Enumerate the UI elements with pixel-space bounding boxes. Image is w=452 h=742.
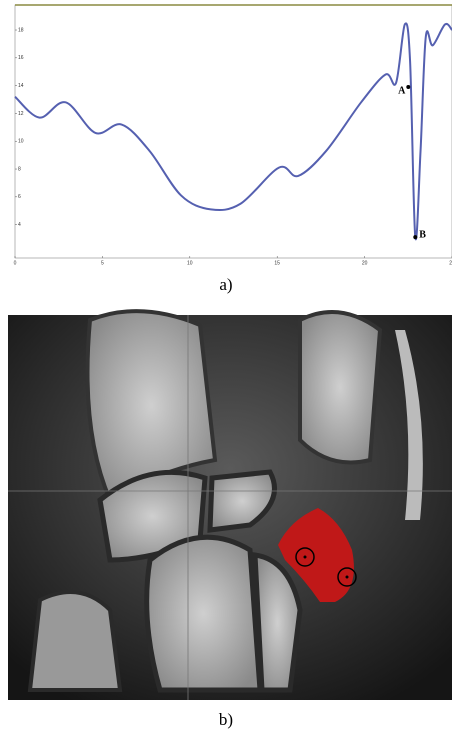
y-tick-label: 18 xyxy=(18,27,24,33)
marker-dot xyxy=(345,575,349,579)
caption-b: b) xyxy=(219,710,233,729)
bone xyxy=(298,310,383,465)
y-tick-label: 12 xyxy=(18,111,24,117)
x-tick-label: 0 xyxy=(14,260,17,266)
caption-a: a) xyxy=(219,275,232,294)
bone xyxy=(97,469,208,563)
soft-tissue xyxy=(395,330,423,520)
marker-dot xyxy=(303,555,307,559)
x-tick-label: 5 xyxy=(101,260,104,266)
annotation-point xyxy=(413,235,418,240)
y-tick-label: 6 xyxy=(18,194,21,200)
marker-circle xyxy=(337,567,357,587)
y-tick-label: 16 xyxy=(18,55,24,61)
x-tick-label: 25 xyxy=(449,260,452,266)
y-tick-label: 8 xyxy=(18,166,21,172)
bone xyxy=(252,552,303,693)
plot-frame xyxy=(14,4,452,259)
marker-circle xyxy=(295,547,315,567)
x-tick-label: 20 xyxy=(362,260,368,266)
annotation-label: A xyxy=(398,85,406,96)
annotation-point xyxy=(406,85,411,90)
x-tick-label: 10 xyxy=(187,260,193,266)
mri-image xyxy=(8,309,452,700)
bone xyxy=(207,469,277,533)
segmented-region xyxy=(278,508,354,602)
x-tick-label: 15 xyxy=(274,260,280,266)
bone xyxy=(144,534,263,693)
y-tick-label: 10 xyxy=(18,139,24,145)
line xyxy=(14,22,452,241)
y-tick-label: 14 xyxy=(18,83,24,89)
bone xyxy=(27,590,123,692)
annotation-label: B xyxy=(419,229,426,240)
y-tick-label: 4 xyxy=(18,222,21,228)
